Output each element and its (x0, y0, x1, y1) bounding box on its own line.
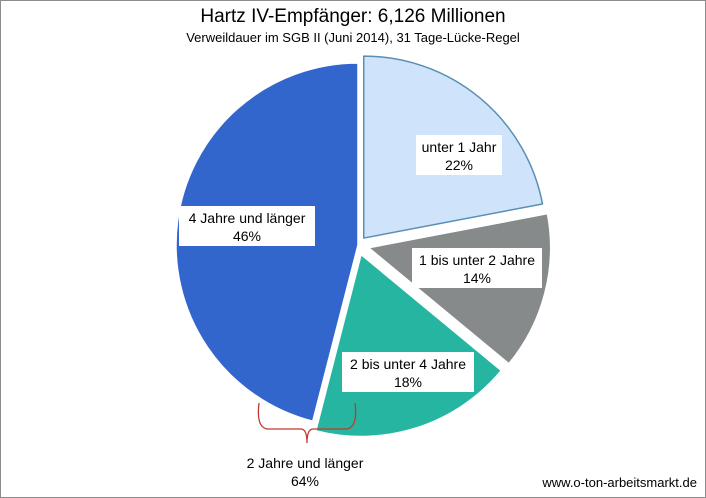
slice-value-label: 22% (445, 157, 473, 173)
slice-label-box (412, 248, 542, 288)
slice-labels: unter 1 Jahr 22% 1 bis unter 2 Jahre 14% 2 b… (179, 135, 542, 392)
slice-value-label: 18% (394, 374, 422, 390)
slice-label-box (179, 206, 315, 246)
slice-value-label: 14% (463, 270, 491, 286)
annotation-value: 64% (291, 473, 319, 489)
slice-label: unter 1 Jahr (422, 139, 497, 155)
chart-title: Hartz IV-Empfänger: 6,126 Millionen (200, 6, 506, 27)
slice-value-label: 46% (233, 228, 261, 244)
slice-label-box (342, 352, 474, 392)
chart-subtitle: Verweildauer im SGB II (Juni 2014), 31 T… (186, 30, 520, 45)
slice-label: 4 Jahre und länger (189, 210, 306, 226)
slice-label-box (416, 135, 502, 175)
annotation-label: 2 Jahre und länger (247, 455, 364, 471)
source-footer: www.o-ton-arbeitsmarkt.de (542, 475, 697, 490)
slice-label: 1 bis unter 2 Jahre (419, 252, 535, 268)
annotation-bracket (257, 402, 357, 444)
slice-label: 2 bis unter 4 Jahre (350, 356, 466, 372)
